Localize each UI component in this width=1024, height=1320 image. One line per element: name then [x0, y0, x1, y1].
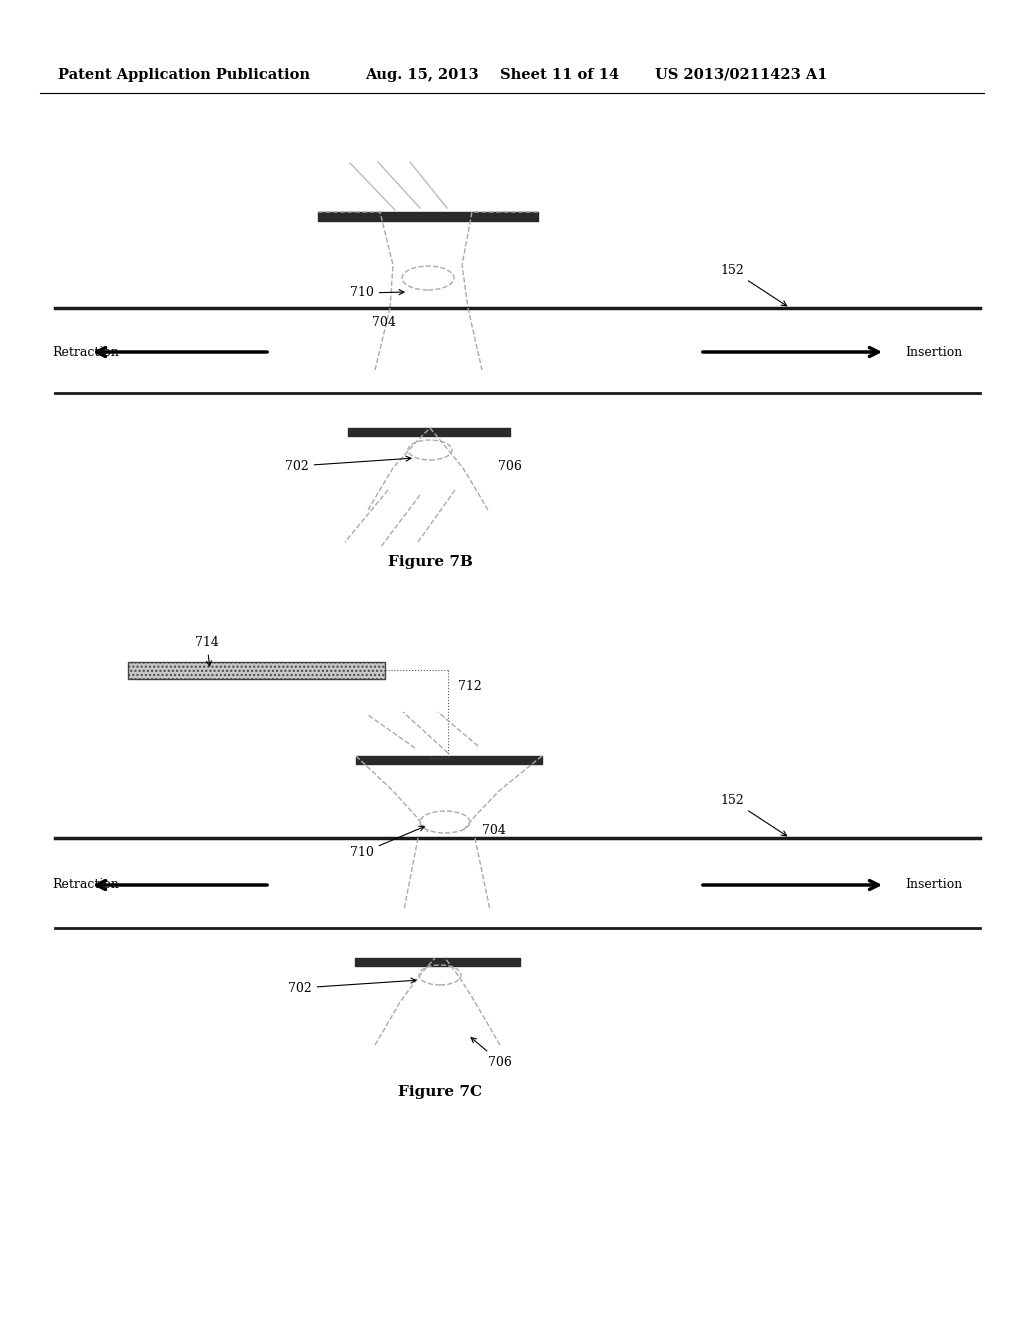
Text: Patent Application Publication: Patent Application Publication — [58, 69, 310, 82]
Text: Aug. 15, 2013: Aug. 15, 2013 — [365, 69, 478, 82]
Text: 704: 704 — [372, 317, 396, 330]
Text: 706: 706 — [471, 1038, 512, 1068]
Text: 706: 706 — [498, 459, 522, 473]
Text: 712: 712 — [458, 680, 481, 693]
Text: US 2013/0211423 A1: US 2013/0211423 A1 — [655, 69, 827, 82]
Text: 152: 152 — [720, 264, 786, 306]
Text: Figure 7B: Figure 7B — [387, 554, 472, 569]
Text: 702: 702 — [288, 978, 416, 994]
Text: 702: 702 — [285, 457, 411, 473]
Text: 152: 152 — [720, 793, 786, 836]
Text: Retraction: Retraction — [52, 879, 119, 891]
Text: 710: 710 — [350, 826, 424, 859]
Text: Insertion: Insertion — [905, 346, 963, 359]
Bar — [128, 663, 385, 678]
Text: Sheet 11 of 14: Sheet 11 of 14 — [500, 69, 620, 82]
Text: 704: 704 — [482, 824, 506, 837]
Text: 714: 714 — [195, 636, 219, 667]
Text: Figure 7C: Figure 7C — [398, 1085, 482, 1100]
Text: Insertion: Insertion — [905, 879, 963, 891]
Text: Retraction: Retraction — [52, 346, 119, 359]
Text: 710: 710 — [350, 286, 404, 300]
